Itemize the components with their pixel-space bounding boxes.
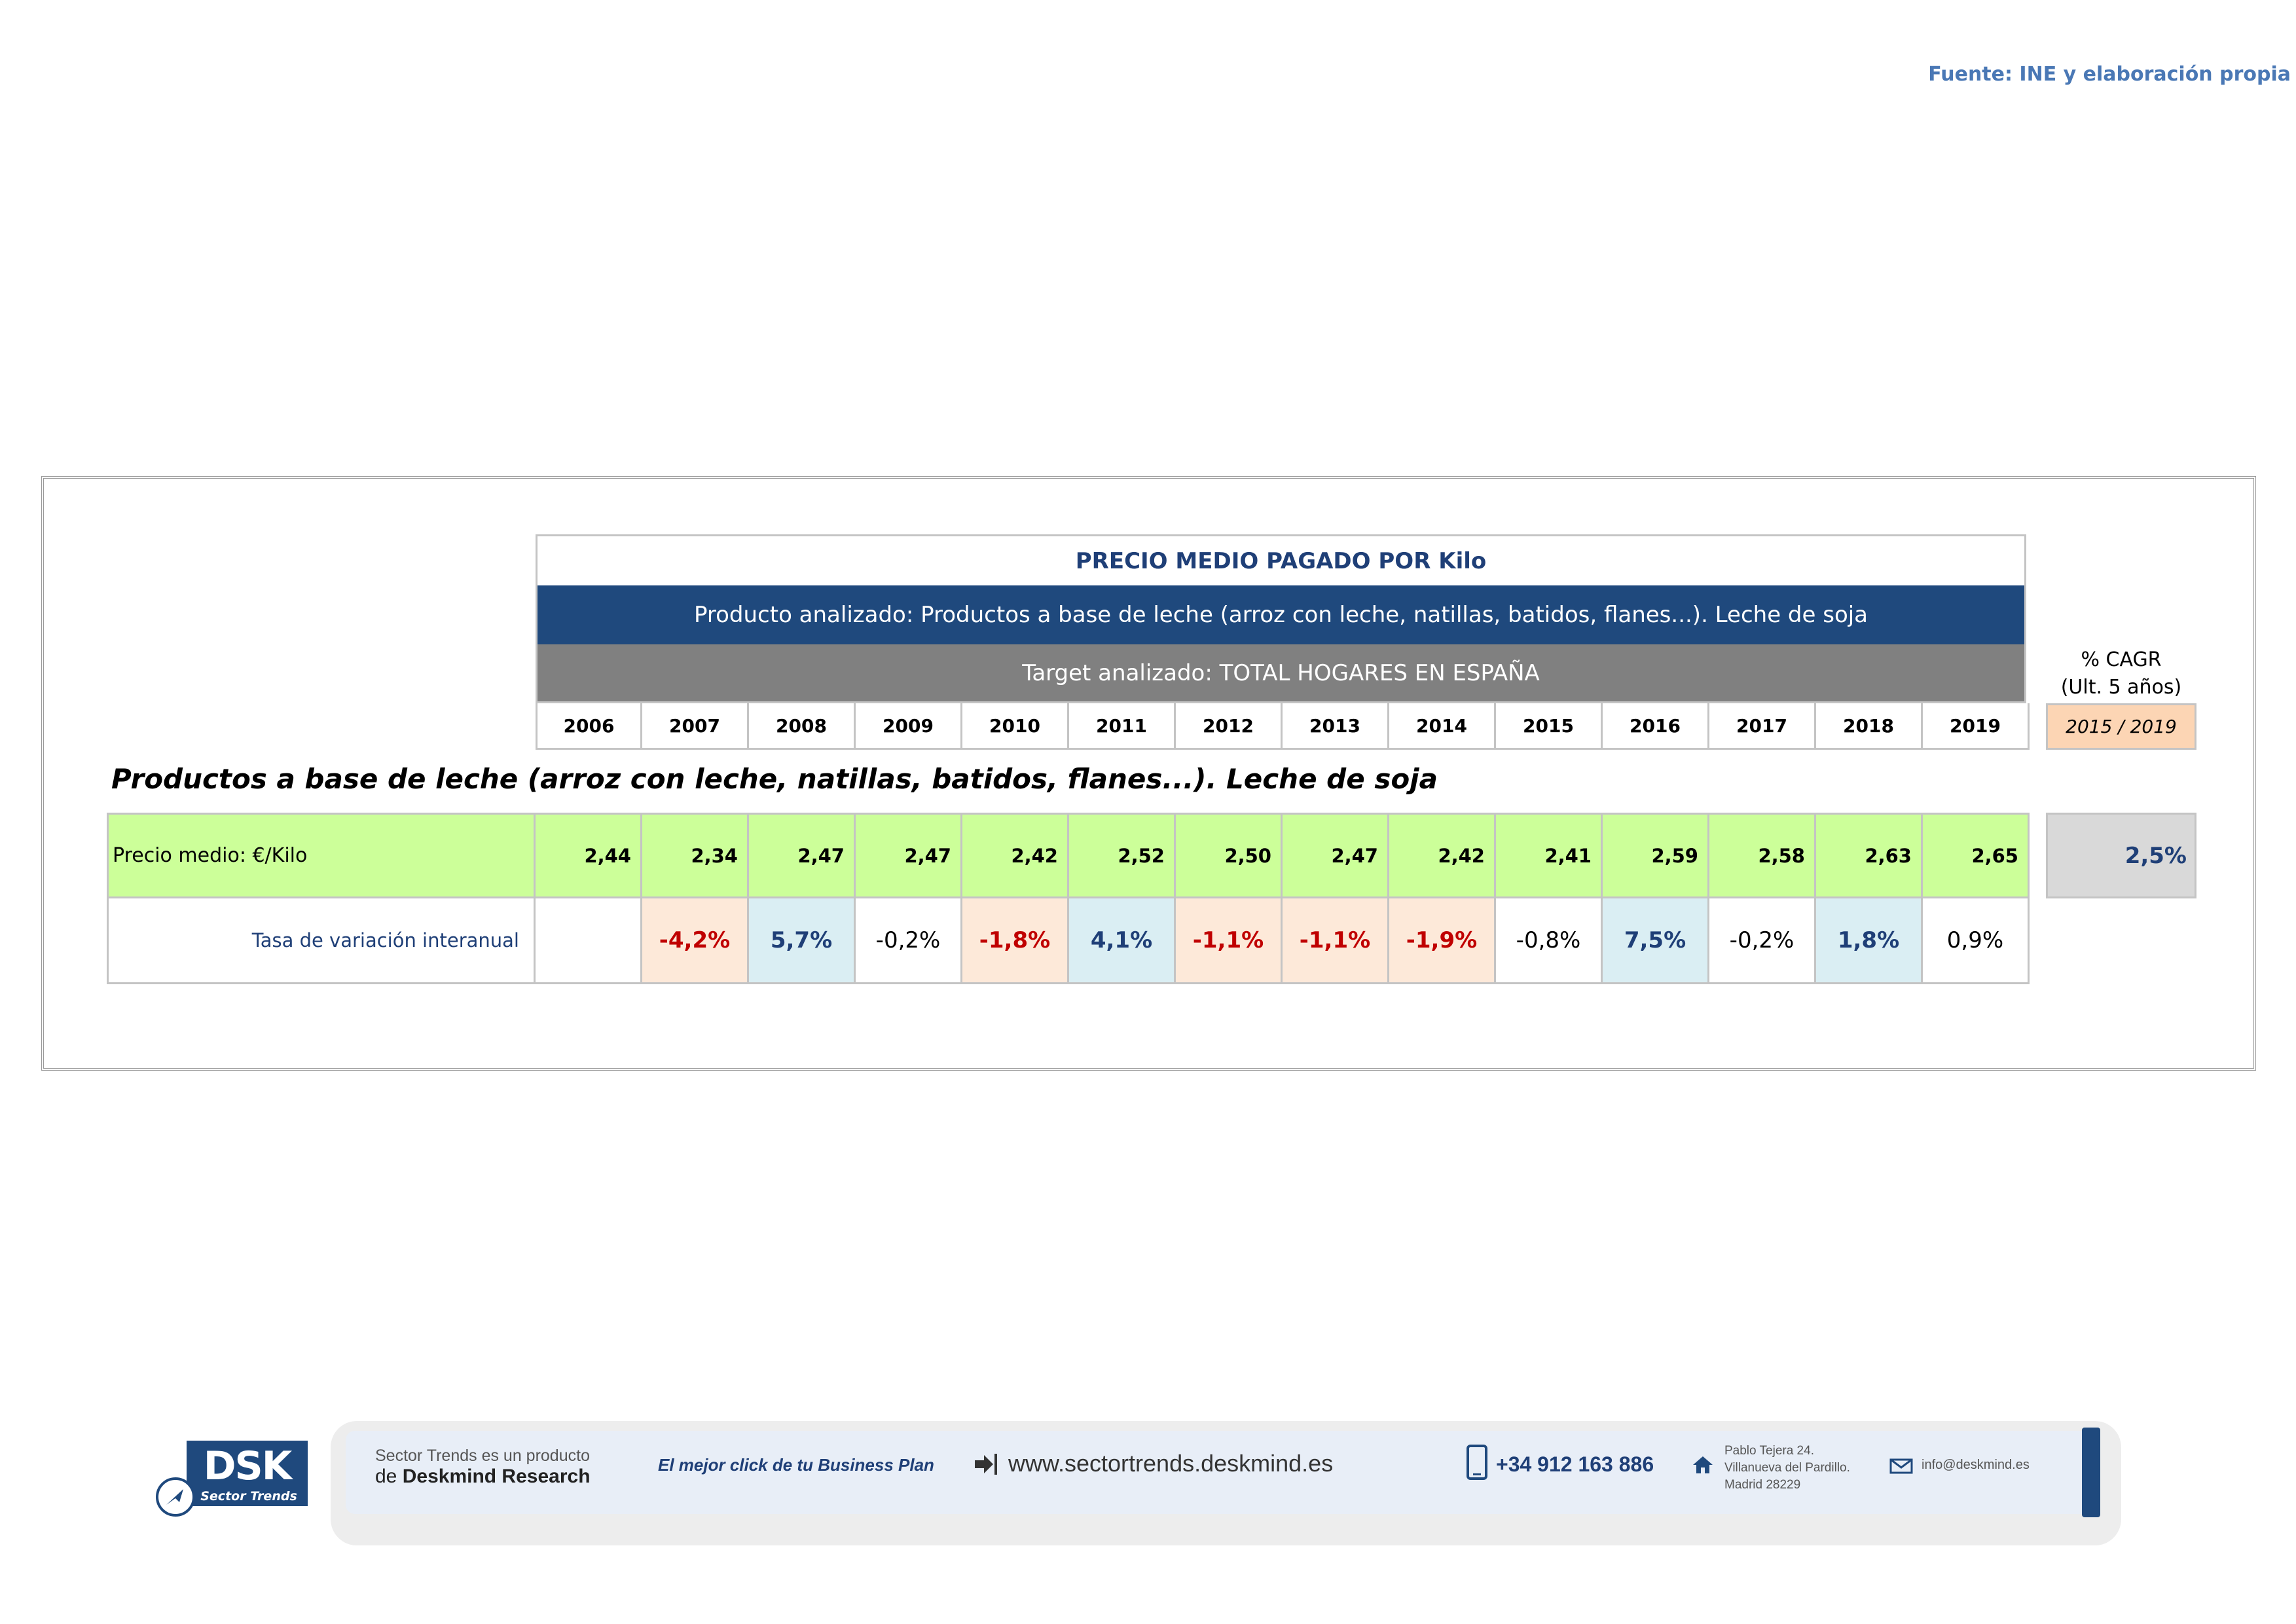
cagr-header-line2: (Ult. 5 años) [2060, 676, 2182, 699]
phone-icon [1467, 1445, 1487, 1480]
home-icon [1693, 1456, 1713, 1473]
footer-address-line1: Pablo Tejera 24. [1724, 1444, 1814, 1458]
price-cell-2018: 2,63 [1816, 813, 1923, 898]
rate-cell-2019: 0,9% [1923, 898, 2030, 984]
rate-cell-2010: -1,8% [962, 898, 1069, 984]
price-cell-2013: 2,47 [1283, 813, 1389, 898]
dsk-logo: DSK [187, 1441, 308, 1492]
rate-cell-2013: -1,1% [1283, 898, 1389, 984]
cagr-period: 2015 / 2019 [2046, 703, 2196, 750]
footer-brand: Deskmind Research [402, 1466, 591, 1487]
year-header-2019: 2019 [1923, 703, 2030, 750]
year-header-2009: 2009 [856, 703, 962, 750]
footer-email[interactable]: info@deskmind.es [1922, 1458, 2030, 1472]
price-cell-2015: 2,41 [1496, 813, 1603, 898]
table-title: PRECIO MEDIO PAGADO POR Kilo [536, 534, 2026, 585]
price-row-label: Precio medio: €/Kilo [107, 813, 536, 898]
year-header-2012: 2012 [1176, 703, 1283, 750]
price-cell-2009: 2,47 [856, 813, 962, 898]
price-cell-2014: 2,42 [1389, 813, 1496, 898]
link-arrow-icon [975, 1454, 997, 1475]
footer-line2-prefix: de [375, 1466, 397, 1487]
price-cell-2008: 2,47 [749, 813, 856, 898]
rate-cell-2009: -0,2% [856, 898, 962, 984]
price-cell-2006: 2,44 [536, 813, 642, 898]
year-header-2011: 2011 [1069, 703, 1176, 750]
rate-cell-2014: -1,9% [1389, 898, 1496, 984]
target-banner: Target analizado: TOTAL HOGARES EN ESPAÑ… [536, 644, 2026, 703]
footer-line2: de Deskmind Research [375, 1466, 591, 1488]
rate-cell-2007: -4,2% [642, 898, 749, 984]
rate-cell-2011: 4,1% [1069, 898, 1176, 984]
footer-address: Pablo Tejera 24. Villanueva del Pardillo… [1724, 1443, 1850, 1494]
price-cell-2007: 2,34 [642, 813, 749, 898]
price-cell-2019: 2,65 [1923, 813, 2030, 898]
cagr-header-line1: % CAGR [2081, 648, 2162, 671]
footer-slogan: El mejor click de tu Business Plan [658, 1455, 934, 1475]
dsk-logo-subtitle: Sector Trends [190, 1486, 308, 1506]
footer-line1: Sector Trends es un producto [375, 1447, 590, 1465]
year-header-2006: 2006 [536, 703, 642, 750]
year-header-2018: 2018 [1816, 703, 1923, 750]
price-cell-2011: 2,52 [1069, 813, 1176, 898]
rate-cell-2017: -0,2% [1709, 898, 1816, 984]
footer-phone[interactable]: +34 912 163 886 [1496, 1452, 1654, 1476]
year-header-2015: 2015 [1496, 703, 1603, 750]
logo-arrow-icon [156, 1477, 195, 1517]
table-frame [41, 476, 2256, 1071]
cagr-value: 2,5% [2046, 813, 2196, 898]
year-header-2014: 2014 [1389, 703, 1496, 750]
rate-cell-2012: -1,1% [1176, 898, 1283, 984]
mail-icon [1889, 1458, 1913, 1474]
product-banner: Producto analizado: Productos a base de … [536, 585, 2026, 644]
year-header-2010: 2010 [962, 703, 1069, 750]
year-header-2017: 2017 [1709, 703, 1816, 750]
year-header-2007: 2007 [642, 703, 749, 750]
rate-cell-2016: 7,5% [1603, 898, 1709, 984]
price-cell-2016: 2,59 [1603, 813, 1709, 898]
price-cell-2017: 2,58 [1709, 813, 1816, 898]
year-header-2008: 2008 [749, 703, 856, 750]
rate-cell-2015: -0,8% [1496, 898, 1603, 984]
year-header-2013: 2013 [1283, 703, 1389, 750]
rate-cell-2008: 5,7% [749, 898, 856, 984]
source-note: Fuente: INE y elaboración propia [1928, 63, 2291, 86]
rate-row-label: Tasa de variación interanual [107, 898, 536, 984]
rate-cell-2018: 1,8% [1816, 898, 1923, 984]
rate-cell-2006 [536, 898, 642, 984]
footer-banner [346, 1431, 2095, 1514]
price-cell-2012: 2,50 [1176, 813, 1283, 898]
price-cell-2010: 2,42 [962, 813, 1069, 898]
section-title: Productos a base de leche (arroz con lec… [111, 763, 1438, 795]
footer-address-line3: Madrid 28229 [1724, 1478, 1801, 1492]
footer-address-line2: Villanueva del Pardillo. [1724, 1461, 1850, 1475]
footer-website[interactable]: www.sectortrends.deskmind.es [1008, 1450, 1334, 1477]
footer-banner-bar [2082, 1428, 2100, 1517]
year-header-2016: 2016 [1603, 703, 1709, 750]
cagr-header: % CAGR (Ult. 5 años) [2046, 645, 2196, 703]
